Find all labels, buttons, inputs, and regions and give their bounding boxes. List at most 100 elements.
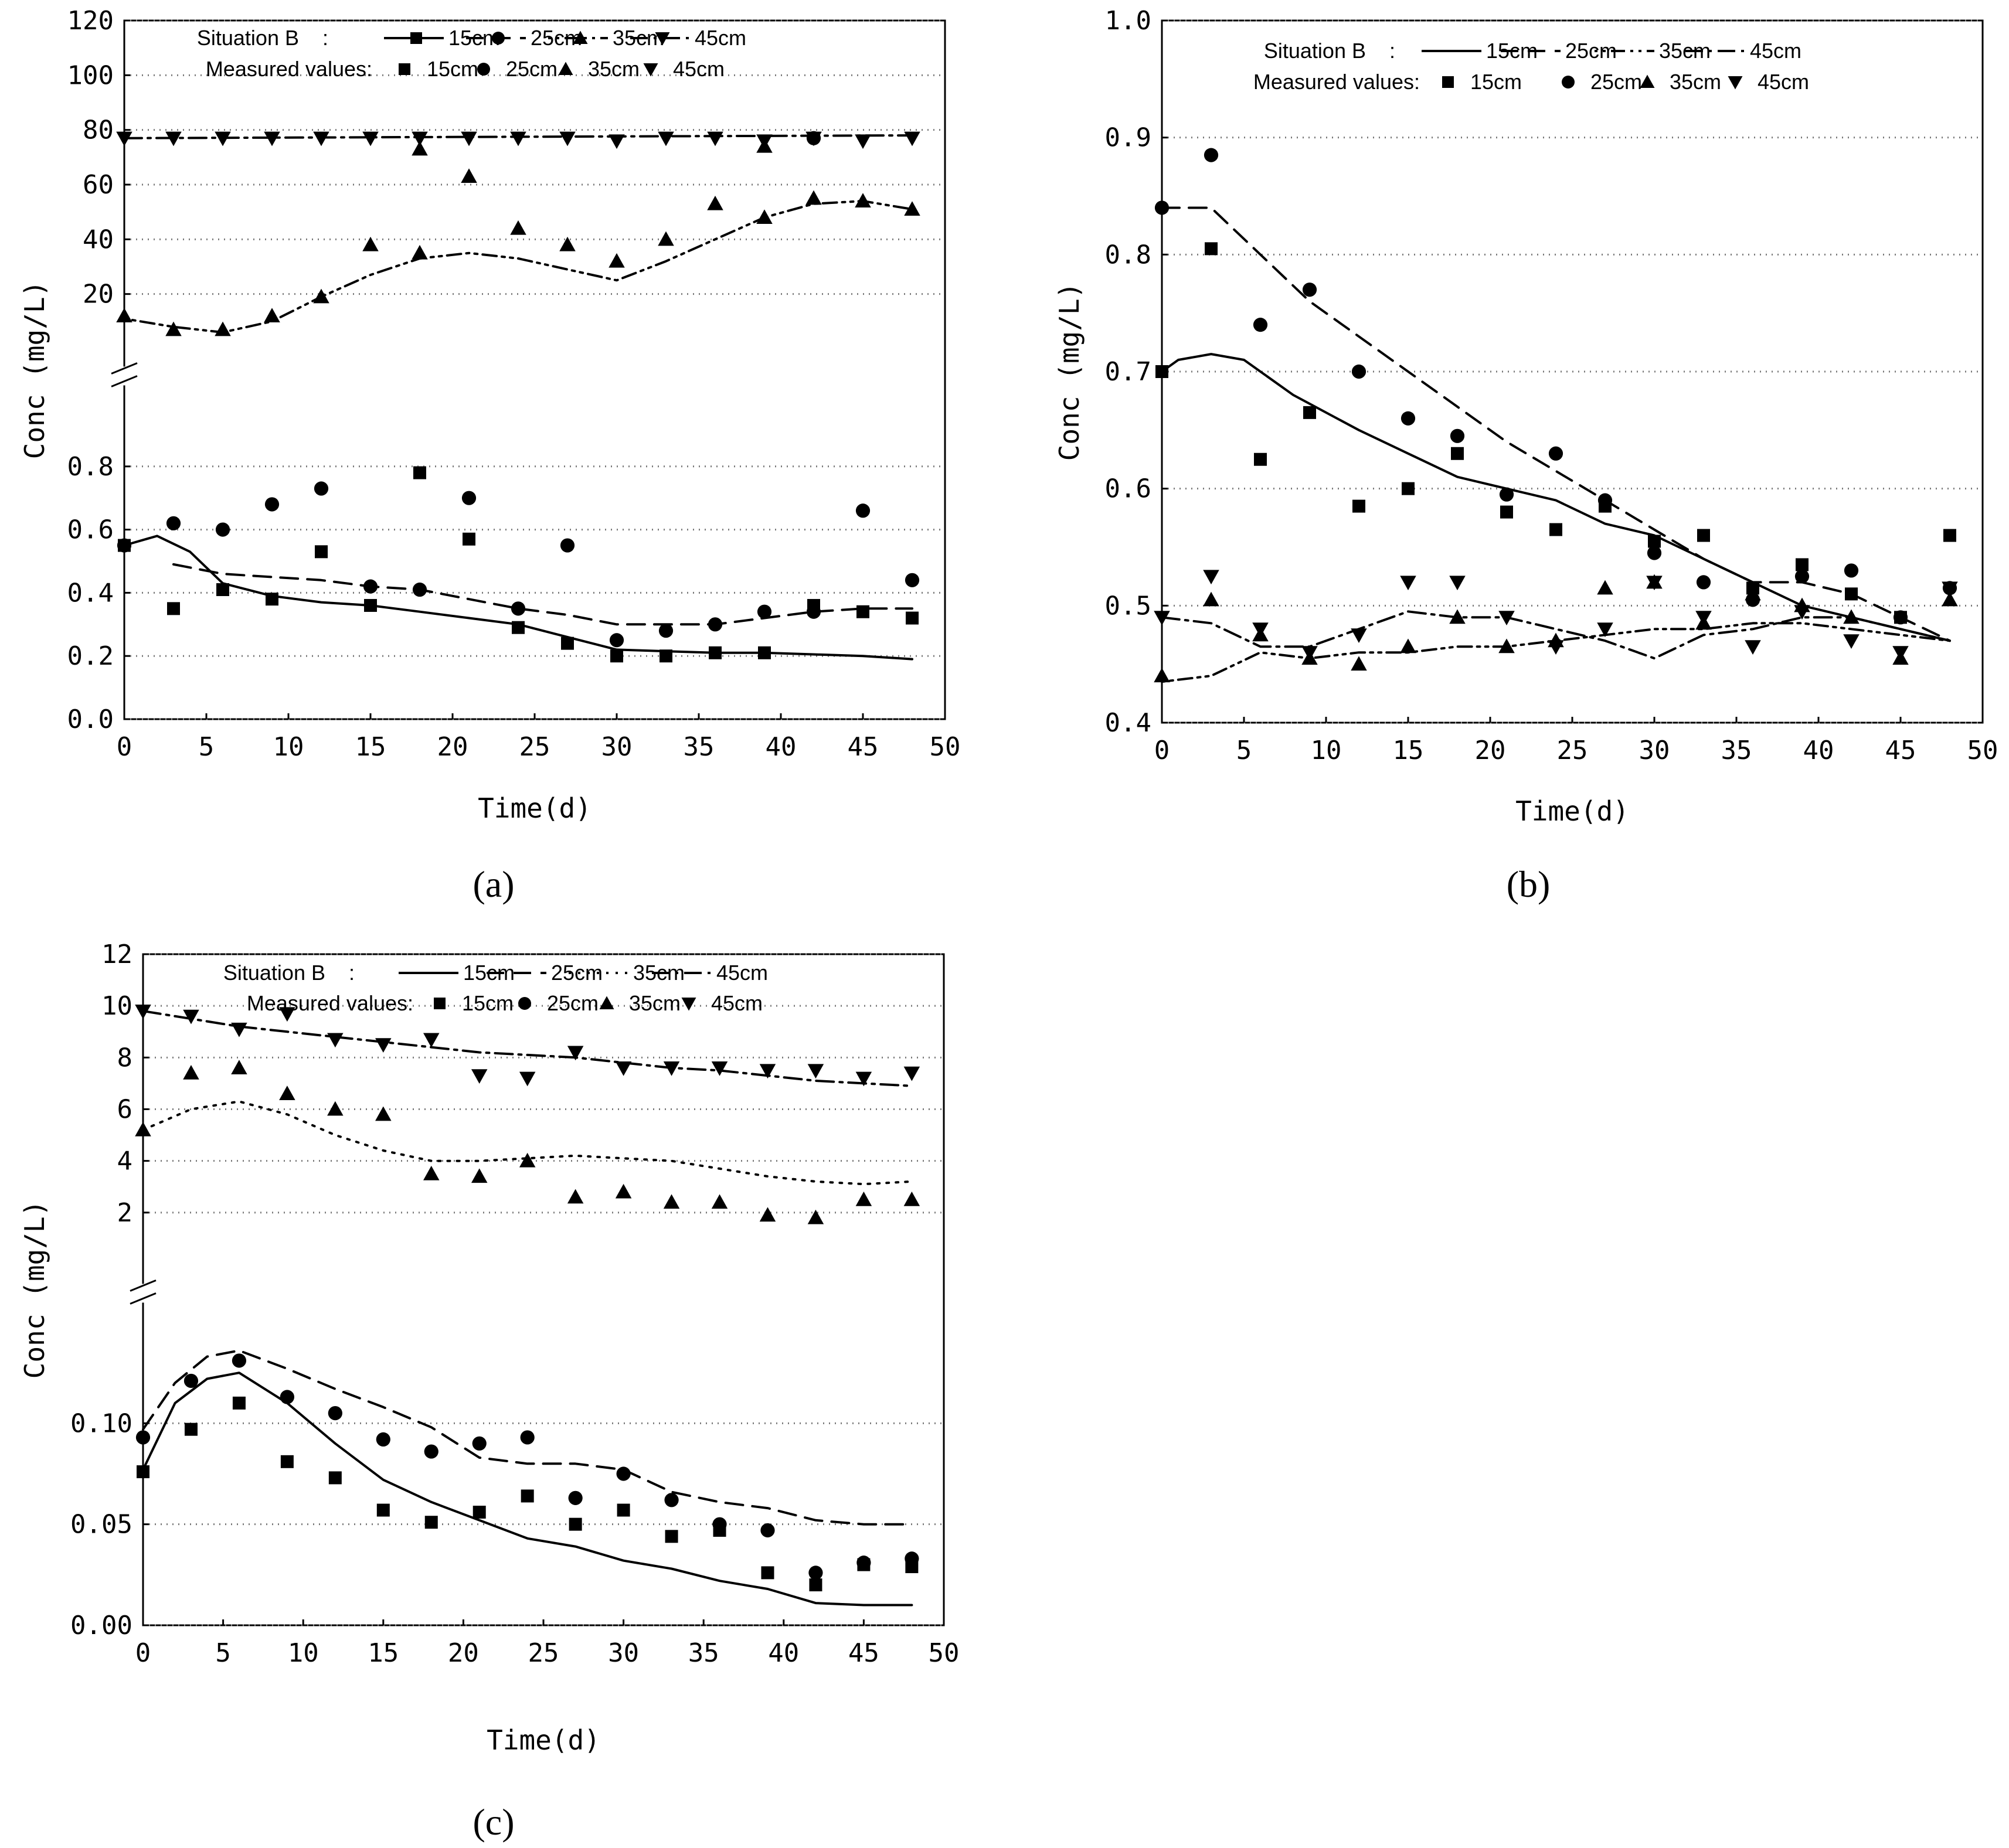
measured-point-b-25cm [1647,546,1662,560]
measured-point-c-35cm [567,1189,584,1204]
measured-point-b-45cm [1548,640,1564,655]
measured-point-b-45cm [1597,622,1613,638]
chart-panel-a: (a) Time(d) Conc (mg/L) 204060801001200.… [19,6,960,905]
measured-point-c-25cm [760,1523,775,1538]
legend-measured-series-label-45cm: 45cm [1758,70,1809,94]
measured-point-a-25cm [314,481,329,496]
y-tick-label-a-lower-1: 0.2 [67,641,114,671]
measured-point-a-45cm [264,131,280,147]
measured-point-b-25cm [1204,148,1219,162]
axis-break-mark-a [111,375,138,387]
y-tick-label-b-1: 0.5 [1105,591,1151,621]
x-tick-label-a-3: 15 [355,732,386,762]
x-tick-label-c-9: 45 [848,1638,879,1668]
measured-point-c-35cm [231,1060,247,1074]
y-tick-label-a-upper-0: 20 [83,280,114,309]
measured-point-a-45cm [116,131,132,147]
x-tick-label-c-10: 50 [929,1638,960,1668]
measured-point-b-45cm [1351,628,1367,643]
x-tick-label-a-7: 35 [684,732,715,762]
legend-measured-marker-15cm [434,998,446,1009]
measured-point-a-35cm [165,321,182,336]
legend-measured-label: Measured values: [1253,70,1420,94]
chart-panel-c: (c) Time(d) Conc (mg/L) 2 4 6 8 10 12 0.00 0.05… [19,940,959,1843]
measured-point-b-15cm [1451,447,1464,460]
x-tick-label-a-0: 0 [117,732,132,762]
measured-point-b-15cm [1254,452,1267,466]
legend-colon: : [349,961,355,985]
y-tick-label-a-upper-1: 40 [83,224,114,254]
legend-line-marker-15cm [410,32,422,44]
measured-point-b-45cm [1942,581,1958,597]
measured-point-b-15cm [1943,529,1956,542]
measured-point-a-35cm [756,209,773,224]
measured-point-a-45cm [510,131,526,147]
legend-measured-label: Measured values: [247,991,413,1015]
x-tick-label-c-7: 35 [688,1638,719,1668]
measured-point-c-35cm [663,1194,680,1209]
measured-point-a-35cm [658,231,674,246]
measured-point-a-15cm [216,583,229,597]
measured-point-b-25cm [1794,569,1810,584]
measured-point-b-15cm [1402,482,1415,495]
legend-situation-label: Situation B [197,26,299,50]
measured-point-c-25cm [424,1444,438,1459]
plot-content-a: 20 40 60 80 100 120 0.0 0.2 0.4 0.6 0.8 0 5 10 15 20 25 3… [67,6,961,762]
measured-point-a-35cm [461,168,477,183]
legend-measured-series-label-15cm: 15cm [427,57,478,81]
measured-point-c-35cm [711,1194,728,1209]
x-tick-label-a-10: 50 [930,732,961,762]
measured-point-b-15cm [1303,406,1316,419]
measured-point-a-25cm [855,503,871,518]
measured-point-b-35cm [1351,656,1367,671]
measured-point-a-15cm [315,545,328,559]
x-tick-label-c-4: 20 [448,1638,479,1668]
x-tick-label-b-7: 35 [1721,736,1752,765]
y-tick-label-c-upper-4: 10 [101,991,132,1021]
measured-point-a-45cm [412,131,428,147]
legend-measured-series-label-35cm: 35cm [1670,70,1721,94]
measured-point-c-25cm [232,1353,247,1368]
measured-point-c-35cm [903,1192,920,1206]
measured-point-c-15cm [137,1465,149,1479]
y-tick-label-c-lower-0: 0.00 [70,1611,132,1641]
measured-point-b-15cm [1796,558,1809,571]
measured-point-a-15cm [167,602,180,615]
measured-point-a-25cm [560,538,575,553]
measured-point-c-25cm [183,1373,199,1388]
measured-point-a-35cm [116,308,132,322]
measured-point-c-35cm [423,1165,440,1180]
sim-line-c-45cm [142,1010,913,1087]
measured-point-c-15cm [376,1503,390,1517]
measured-point-a-15cm [463,532,475,546]
measured-point-a-35cm [609,253,625,268]
measured-point-c-15cm [328,1471,342,1485]
measured-point-c-35cm [135,1122,151,1136]
measured-point-c-45cm [231,1022,247,1037]
y-tick-label-c-upper-1: 4 [117,1146,133,1176]
measured-point-a-35cm [215,321,231,336]
sim-line-b-45cm [1161,610,1951,660]
legend-measured-series-label-25cm: 25cm [1590,70,1642,94]
y-tick-label-c-upper-0: 2 [117,1198,133,1228]
legend-situation-label: Situation B [223,961,325,985]
legend-measured-marker-25cm [477,63,490,76]
measured-point-b-25cm [1893,610,1908,625]
measured-point-b-35cm [1400,638,1416,654]
measured-point-b-25cm [1499,487,1514,502]
measured-point-c-45cm [903,1066,920,1081]
measured-point-a-15cm [610,649,623,663]
measured-point-b-15cm [1205,242,1218,256]
measured-point-a-35cm [855,193,871,207]
panel-label-c: (c) [472,1801,514,1843]
x-tick-label-a-5: 25 [519,732,550,762]
x-tick-label-a-9: 45 [848,732,879,762]
y-tick-label-a-lower-4: 0.8 [67,452,114,482]
measured-point-b-45cm [1646,576,1663,591]
x-tick-label-b-8: 40 [1803,736,1834,765]
measured-point-c-15cm [184,1422,198,1436]
measured-point-a-25cm [363,579,378,594]
x-tick-label-b-10: 50 [1967,736,1998,765]
measured-point-c-35cm [855,1192,872,1206]
